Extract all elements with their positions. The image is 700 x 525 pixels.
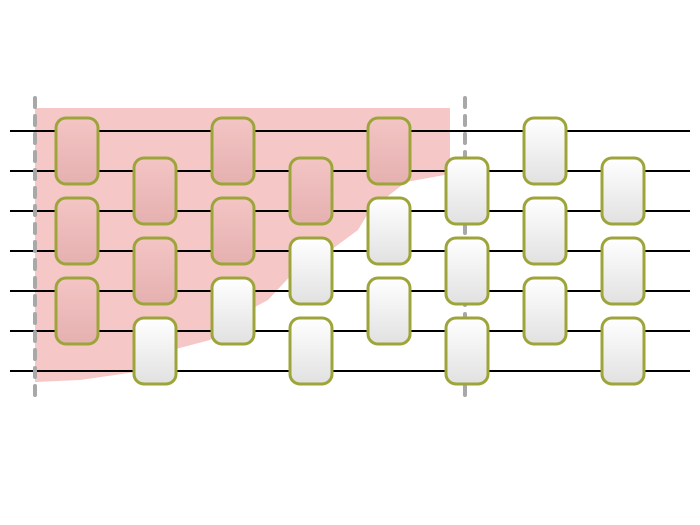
gate-node xyxy=(290,318,332,384)
gate-node xyxy=(446,158,488,224)
gate-node xyxy=(212,278,254,344)
gate-node xyxy=(290,238,332,304)
gate-node xyxy=(134,158,176,224)
gate-node xyxy=(290,158,332,224)
gate-node xyxy=(212,198,254,264)
gate-node xyxy=(134,238,176,304)
gate-node xyxy=(368,118,410,184)
gate-node xyxy=(56,118,98,184)
gate-node xyxy=(446,238,488,304)
gate-node xyxy=(602,318,644,384)
gate-node xyxy=(368,278,410,344)
circuit-diagram xyxy=(0,0,700,525)
gate-node xyxy=(524,278,566,344)
gate-node xyxy=(602,238,644,304)
gate-node xyxy=(602,158,644,224)
gate-node xyxy=(524,118,566,184)
gate-node xyxy=(56,278,98,344)
gate-node xyxy=(134,318,176,384)
gate-node xyxy=(56,198,98,264)
gate-node xyxy=(446,318,488,384)
gate-node xyxy=(212,118,254,184)
gate-node xyxy=(524,198,566,264)
gate-node xyxy=(368,198,410,264)
